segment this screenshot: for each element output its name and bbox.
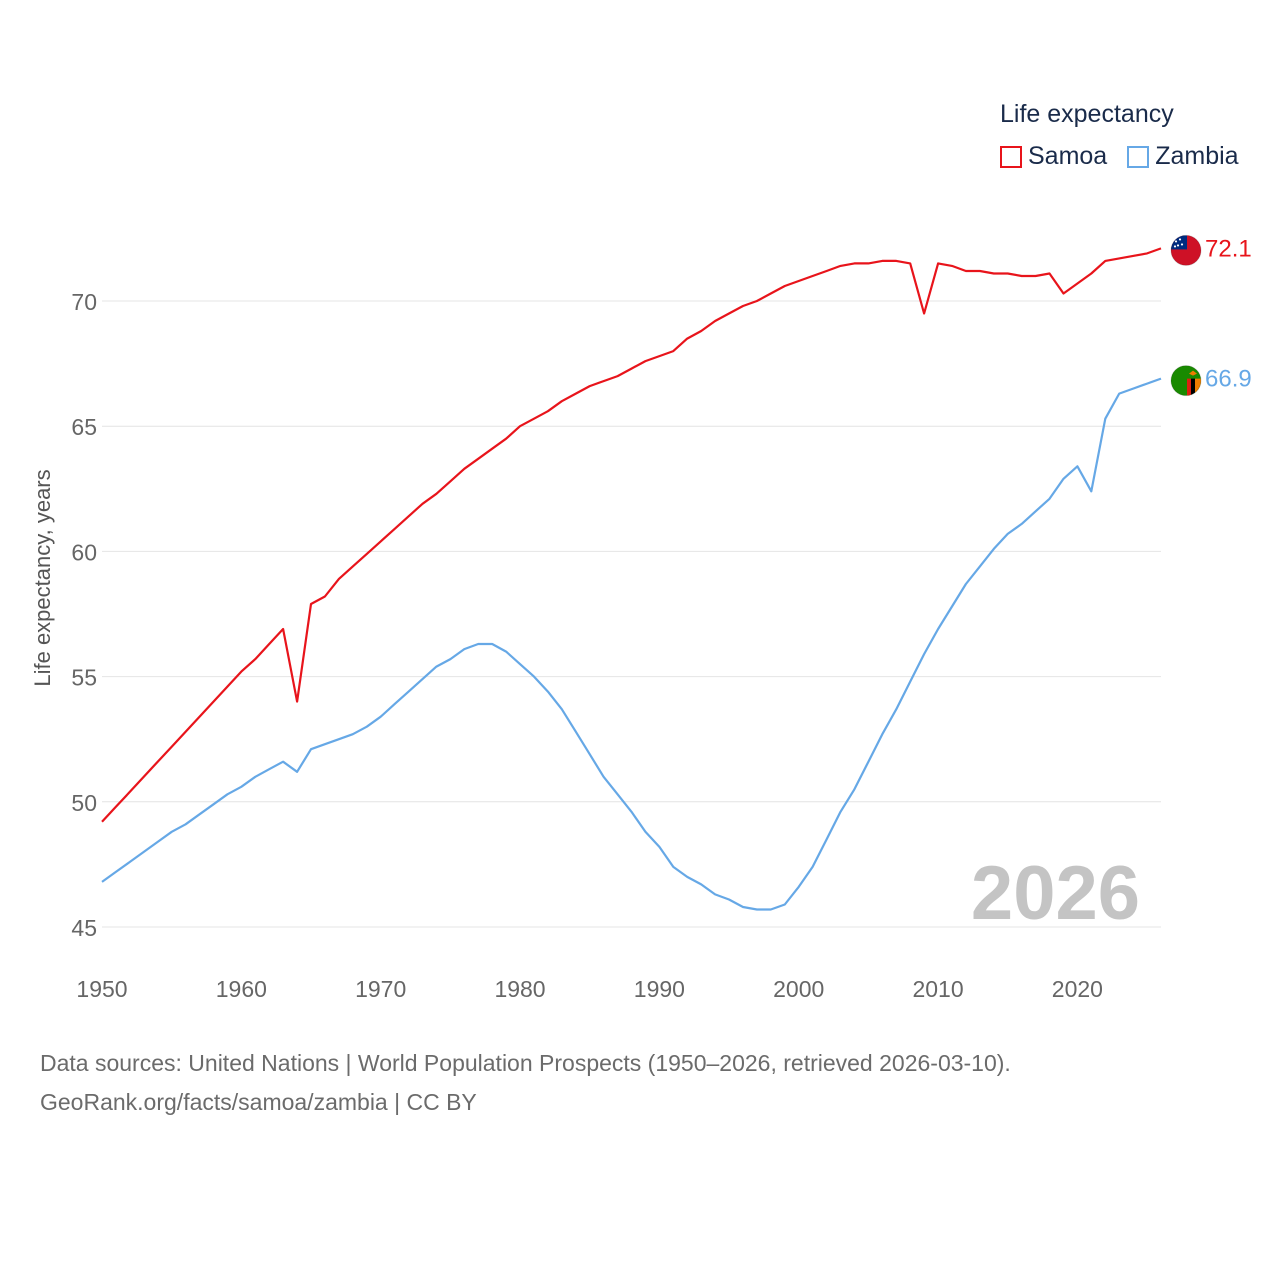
legend-item-samoa[interactable]: Samoa [1000,142,1107,171]
y-axis-ticks: 45 50 55 60 65 70 [71,289,97,941]
y-tick-label: 65 [71,414,97,440]
x-tick-label: 1970 [355,976,406,1002]
legend: Samoa Zambia [1000,142,1259,171]
x-tick-label: 2010 [912,976,963,1002]
x-tick-label: 1950 [76,976,127,1002]
series-line-zambia [101,377,1162,911]
legend-label-samoa: Samoa [1028,142,1108,170]
sources-line-2: GeoRank.org/facts/samoa/zambia | CC BY [40,1089,477,1115]
y-tick-label: 50 [71,790,97,816]
year-badge: 2026 [970,851,1140,936]
y-tick-label: 70 [71,289,97,315]
series-end-markers: 72.1 66.9 [1170,234,1252,397]
y-tick-label: 45 [71,915,97,941]
end-value-label-samoa: 72.1 [1205,235,1252,262]
sources-line-1: Data sources: United Nations | World Pop… [40,1050,1011,1076]
x-axis-ticks: 1950 1960 1970 1980 1990 2000 2010 2020 [76,976,1103,1002]
x-tick-label: 2000 [773,976,824,1002]
samoa-flag-icon [1170,234,1202,266]
x-tick-label: 1960 [216,976,267,1002]
legend-swatch-samoa [1000,145,1022,168]
end-value-label-zambia: 66.9 [1205,366,1252,393]
zambia-flag-icon [1170,365,1202,397]
series-line-samoa [101,247,1162,823]
y-axis-label: Life expectancy, years [30,469,55,687]
x-tick-label: 1990 [634,976,685,1002]
legend-swatch-zambia [1127,145,1150,168]
gridlines [102,300,1161,928]
legend-title: Life expectancy [1000,100,1174,128]
y-tick-label: 55 [71,665,97,691]
y-tick-label: 60 [71,539,97,565]
series-lines [101,247,1162,911]
x-tick-label: 2020 [1052,976,1103,1002]
sources-footer: Data sources: United Nations | World Pop… [40,1044,1011,1122]
legend-label-zambia: Zambia [1155,142,1239,170]
x-tick-label: 1980 [494,976,545,1002]
legend-item-zambia[interactable]: Zambia [1127,142,1239,171]
